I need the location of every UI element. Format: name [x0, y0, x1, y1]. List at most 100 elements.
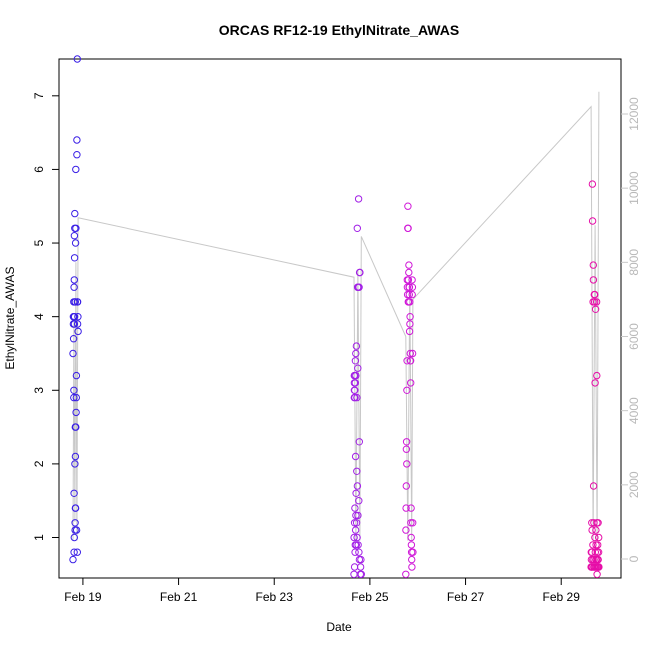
data-point: [406, 320, 414, 328]
data-point: [591, 533, 599, 542]
y-axis-label: EthylNitrate_AWAS: [3, 266, 17, 369]
data-point: [593, 570, 601, 578]
data-point: [72, 165, 80, 174]
data-point: [351, 504, 359, 512]
data-point: [357, 555, 365, 564]
data-point: [74, 313, 82, 321]
data-point: [69, 555, 77, 564]
data-point: [402, 445, 411, 453]
data-point: [353, 393, 361, 402]
y2-tick-label: 8000: [627, 249, 641, 276]
data-point: [357, 570, 365, 578]
data-point: [70, 254, 79, 262]
x-tick-label: Feb 19: [64, 590, 102, 604]
data-point: [356, 268, 364, 277]
data-point: [70, 548, 78, 556]
data-point: [354, 364, 362, 372]
y2-tick-label: 10000: [627, 171, 641, 205]
data-point: [72, 526, 81, 534]
data-point: [594, 519, 602, 527]
data-point: [351, 379, 359, 387]
data-point: [408, 290, 416, 299]
data-point: [406, 357, 415, 365]
data-point: [405, 290, 413, 299]
data-point: [352, 489, 360, 497]
data-point: [351, 526, 360, 534]
data-point: [407, 541, 416, 549]
data-point: [70, 283, 78, 291]
data-point: [591, 379, 599, 387]
chart-title: ORCAS RF12-19 EthylNitrate_AWAS: [219, 22, 459, 38]
data-point: [402, 570, 410, 578]
data-point: [352, 349, 360, 358]
y2-tick-label: 2000: [627, 471, 641, 498]
y2-tick-label: 12000: [627, 97, 641, 131]
data-point: [72, 371, 81, 380]
data-point: [403, 386, 411, 394]
data-point: [71, 298, 80, 306]
data-point: [595, 563, 603, 571]
data-point: [71, 504, 80, 512]
data-point: [70, 313, 79, 321]
y-tick-label: 1: [32, 534, 46, 541]
data-point: [72, 393, 81, 402]
data-point: [73, 136, 81, 144]
data-point: [353, 482, 362, 490]
data-point: [591, 305, 600, 313]
data-point: [69, 349, 77, 358]
x-tick-label: Feb 21: [160, 590, 198, 604]
data-point: [351, 393, 359, 402]
data-point: [588, 180, 597, 188]
data-point: [404, 224, 412, 233]
data-point: [73, 320, 82, 328]
data-point: [355, 438, 363, 446]
x-tick-label: Feb 27: [447, 590, 485, 604]
data-point: [407, 533, 415, 542]
data-point: [407, 379, 415, 387]
data-point: [353, 224, 361, 233]
data-point: [591, 548, 599, 556]
data-point: [408, 555, 416, 564]
data-point: [352, 371, 360, 380]
x-axis-label: Date: [326, 620, 352, 634]
data-point: [408, 283, 417, 291]
y-tick-label: 5: [32, 239, 46, 246]
x-tick-label: Feb 23: [256, 590, 294, 604]
data-point: [403, 357, 411, 365]
data-point: [72, 224, 80, 233]
data-point: [355, 283, 363, 291]
data-point: [402, 526, 410, 534]
data-point: [402, 504, 410, 512]
data-point: [590, 298, 599, 306]
y-tick-label: 7: [32, 92, 46, 99]
data-point: [589, 276, 598, 284]
data-point: [588, 217, 597, 225]
data-point: [409, 548, 417, 556]
data-point: [406, 349, 414, 358]
data-point: [405, 261, 413, 269]
data-point: [354, 511, 362, 520]
data-point: [354, 195, 363, 203]
data-point: [406, 313, 414, 321]
data-point: [591, 290, 599, 299]
data-point: [588, 526, 596, 534]
data-point: [70, 276, 79, 284]
data-point: [71, 239, 80, 247]
data-point: [354, 541, 362, 549]
data-point: [73, 55, 82, 63]
data-point: [70, 393, 78, 402]
data-point: [72, 423, 80, 431]
data-point: [70, 489, 78, 497]
data-point: [353, 467, 361, 475]
data-point: [352, 342, 361, 350]
data-point: [74, 327, 82, 336]
y2-axis: 0 2000 4000 6000 8000 10000 12000: [621, 97, 641, 562]
data-point: [404, 202, 412, 210]
data-point: [405, 268, 413, 277]
data-point: [592, 526, 600, 534]
data-point: [595, 533, 603, 542]
points-layer: [69, 55, 603, 578]
data-point: [593, 371, 601, 380]
data-point: [406, 298, 414, 306]
